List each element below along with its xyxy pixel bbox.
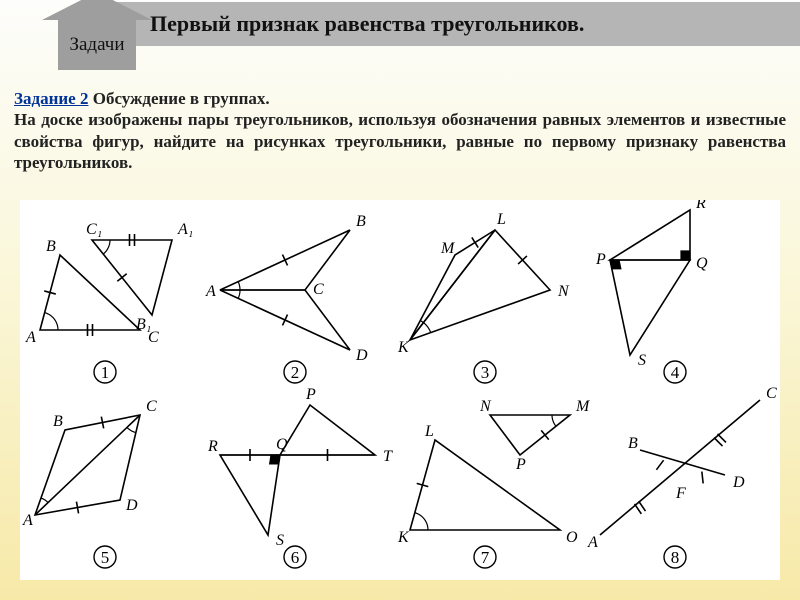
svg-text:5: 5 [101,548,110,567]
svg-text:3: 3 [481,363,490,382]
svg-text:A: A [25,329,36,346]
svg-text:2: 2 [291,363,300,382]
svg-text:O: O [566,529,578,546]
svg-text:A: A [587,534,598,551]
task-subtitle: Обсуждение в группах. [88,89,269,108]
svg-text:M: M [440,240,456,257]
figures-area: A B C C₁ A₁ B₁ 1 A B C D 2 K M L N 3 P Q R S 4 A B C D 5 R Q S P T 6 K L O N… [20,200,780,580]
svg-text:C₁: C₁ [86,221,102,238]
svg-text:D: D [125,497,138,514]
figures-svg: A B C C₁ A₁ B₁ 1 A B C D 2 K M L N 3 P Q R S 4 A B C D 5 R Q S P T 6 K L O N… [20,200,780,580]
svg-text:A₁: A₁ [177,221,193,238]
svg-text:D: D [355,347,368,364]
svg-text:D: D [732,474,745,491]
svg-text:N: N [479,398,492,415]
svg-text:B₁: B₁ [136,316,151,333]
arrow-chevron [42,0,152,20]
svg-text:4: 4 [671,363,680,382]
svg-text:P: P [515,456,526,473]
svg-text:C: C [313,281,324,298]
svg-text:Q: Q [276,436,288,453]
svg-text:A: A [22,512,33,529]
svg-text:S: S [276,532,284,549]
svg-text:R: R [207,438,218,455]
svg-text:P: P [305,386,316,403]
svg-text:K: K [397,339,410,356]
svg-text:L: L [424,423,434,440]
task-body: На доске изображены пары треугольников, … [14,110,786,172]
svg-text:B: B [628,435,638,452]
task-title: Задание 2 [14,89,88,108]
svg-text:C: C [766,385,777,402]
svg-text:6: 6 [291,548,300,567]
header-band: Первый признак равенства треугольников. [90,2,800,46]
svg-text:A: A [205,283,216,300]
svg-text:M: M [575,398,591,415]
svg-text:B: B [46,238,56,255]
svg-text:L: L [496,211,506,228]
svg-text:1: 1 [101,363,110,382]
svg-text:R: R [695,200,706,212]
svg-text:Q: Q [696,255,708,272]
svg-text:P: P [595,251,606,268]
tab-label: Задачи [69,34,124,56]
tab-badge: Задачи [58,20,136,70]
svg-text:T: T [383,448,393,465]
svg-text:K: K [397,529,410,546]
svg-text:7: 7 [481,548,490,567]
svg-text:B: B [53,413,63,430]
svg-text:C: C [146,398,157,415]
svg-text:N: N [557,283,570,300]
svg-text:F: F [675,485,686,502]
page-title: Первый признак равенства треугольников. [150,11,584,37]
svg-text:B: B [356,213,366,230]
task-text: Задание 2 Обсуждение в группах. На доске… [14,88,786,173]
svg-text:8: 8 [671,548,680,567]
svg-text:S: S [638,352,646,369]
